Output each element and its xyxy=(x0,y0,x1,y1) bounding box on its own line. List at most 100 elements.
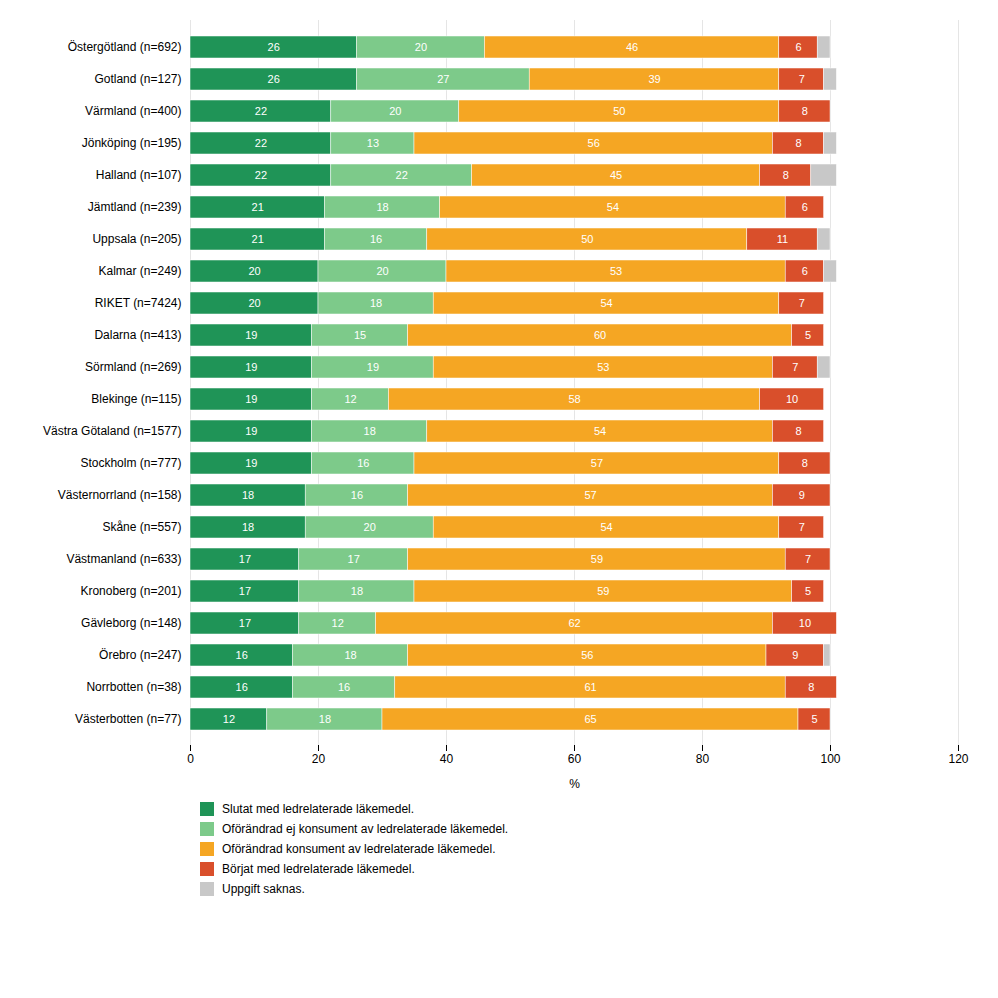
svg-text:16: 16 xyxy=(351,489,363,501)
svg-text:5: 5 xyxy=(805,585,811,597)
svg-text:Blekinge (n=115): Blekinge (n=115) xyxy=(91,392,181,406)
svg-text:22: 22 xyxy=(255,169,267,181)
svg-text:20: 20 xyxy=(376,265,388,277)
svg-text:26: 26 xyxy=(268,73,280,85)
svg-text:53: 53 xyxy=(597,361,609,373)
svg-text:20: 20 xyxy=(364,521,376,533)
svg-text:22: 22 xyxy=(255,105,267,117)
svg-text:20: 20 xyxy=(248,265,260,277)
svg-text:54: 54 xyxy=(594,425,606,437)
svg-text:15: 15 xyxy=(354,329,366,341)
svg-text:56: 56 xyxy=(581,649,593,661)
svg-text:8: 8 xyxy=(795,137,801,149)
svg-text:8: 8 xyxy=(802,105,808,117)
svg-text:7: 7 xyxy=(799,521,805,533)
svg-text:10: 10 xyxy=(786,393,798,405)
svg-text:45: 45 xyxy=(610,169,622,181)
svg-text:7: 7 xyxy=(799,73,805,85)
svg-text:61: 61 xyxy=(584,681,596,693)
svg-text:100: 100 xyxy=(820,752,840,766)
svg-text:8: 8 xyxy=(795,425,801,437)
svg-text:Värmland (n=400): Värmland (n=400) xyxy=(85,104,181,118)
svg-text:21: 21 xyxy=(252,201,264,213)
svg-text:18: 18 xyxy=(319,713,331,725)
svg-text:Norrbotten (n=38): Norrbotten (n=38) xyxy=(86,680,181,694)
svg-text:58: 58 xyxy=(568,393,580,405)
svg-text:20: 20 xyxy=(415,41,427,53)
svg-text:Örebro (n=247): Örebro (n=247) xyxy=(99,648,181,662)
svg-text:54: 54 xyxy=(600,521,612,533)
svg-text:Östergötland (n=692): Östergötland (n=692) xyxy=(68,40,182,54)
svg-text:19: 19 xyxy=(245,457,257,469)
svg-text:40: 40 xyxy=(440,752,454,766)
svg-text:22: 22 xyxy=(396,169,408,181)
svg-text:18: 18 xyxy=(376,201,388,213)
svg-text:Stockholm (n=777): Stockholm (n=777) xyxy=(80,456,181,470)
svg-text:9: 9 xyxy=(792,649,798,661)
svg-text:16: 16 xyxy=(370,233,382,245)
svg-text:Jönköping (n=195): Jönköping (n=195) xyxy=(82,136,182,150)
svg-text:80: 80 xyxy=(696,752,710,766)
svg-text:8: 8 xyxy=(783,169,789,181)
svg-text:17: 17 xyxy=(348,553,360,565)
svg-text:16: 16 xyxy=(236,649,248,661)
svg-text:6: 6 xyxy=(795,41,801,53)
svg-text:60: 60 xyxy=(568,752,582,766)
svg-text:19: 19 xyxy=(245,361,257,373)
svg-text:7: 7 xyxy=(799,297,805,309)
svg-text:Jämtland (n=239): Jämtland (n=239) xyxy=(88,200,182,214)
svg-text:62: 62 xyxy=(568,617,580,629)
svg-text:18: 18 xyxy=(242,489,254,501)
svg-text:5: 5 xyxy=(811,713,817,725)
svg-text:54: 54 xyxy=(607,201,619,213)
svg-text:12: 12 xyxy=(223,713,235,725)
svg-text:Halland (n=107): Halland (n=107) xyxy=(96,168,182,182)
svg-text:0: 0 xyxy=(187,752,194,766)
svg-text:16: 16 xyxy=(236,681,248,693)
svg-text:17: 17 xyxy=(239,617,251,629)
svg-text:Västernorrland (n=158): Västernorrland (n=158) xyxy=(58,488,182,502)
svg-text:56: 56 xyxy=(588,137,600,149)
svg-text:120: 120 xyxy=(948,752,968,766)
svg-text:19: 19 xyxy=(367,361,379,373)
svg-text:Gävleborg (n=148): Gävleborg (n=148) xyxy=(81,616,181,630)
svg-text:18: 18 xyxy=(344,649,356,661)
svg-text:18: 18 xyxy=(364,425,376,437)
svg-text:26: 26 xyxy=(268,41,280,53)
svg-text:18: 18 xyxy=(242,521,254,533)
svg-text:57: 57 xyxy=(584,489,596,501)
svg-text:19: 19 xyxy=(245,393,257,405)
svg-text:11: 11 xyxy=(777,233,788,245)
svg-text:7: 7 xyxy=(805,553,811,565)
svg-text:12: 12 xyxy=(344,393,356,405)
svg-text:Skåne (n=557): Skåne (n=557) xyxy=(102,520,181,534)
svg-text:19: 19 xyxy=(245,425,257,437)
svg-text:17: 17 xyxy=(239,553,251,565)
svg-text:50: 50 xyxy=(613,105,625,117)
svg-text:9: 9 xyxy=(799,489,805,501)
svg-text:17: 17 xyxy=(239,585,251,597)
svg-text:50: 50 xyxy=(581,233,593,245)
svg-text:18: 18 xyxy=(370,297,382,309)
svg-text:65: 65 xyxy=(584,713,596,725)
svg-text:Västmanland (n=633): Västmanland (n=633) xyxy=(66,552,181,566)
svg-text:6: 6 xyxy=(802,265,808,277)
svg-text:19: 19 xyxy=(245,329,257,341)
svg-text:46: 46 xyxy=(626,41,638,53)
svg-text:59: 59 xyxy=(597,585,609,597)
svg-text:21: 21 xyxy=(252,233,264,245)
svg-text:16: 16 xyxy=(338,681,350,693)
svg-text:39: 39 xyxy=(648,73,660,85)
svg-text:Västra Götaland (n=1577): Västra Götaland (n=1577) xyxy=(43,424,181,438)
svg-text:Dalarna (n=413): Dalarna (n=413) xyxy=(94,328,181,342)
svg-text:27: 27 xyxy=(437,73,449,85)
svg-text:20: 20 xyxy=(312,752,326,766)
svg-text:5: 5 xyxy=(805,329,811,341)
svg-text:22: 22 xyxy=(255,137,267,149)
svg-text:Sörmland (n=269): Sörmland (n=269) xyxy=(85,360,181,374)
svg-text:7: 7 xyxy=(792,361,798,373)
svg-text:18: 18 xyxy=(351,585,363,597)
svg-text:6: 6 xyxy=(802,201,808,213)
svg-text:60: 60 xyxy=(594,329,606,341)
svg-text:8: 8 xyxy=(802,457,808,469)
